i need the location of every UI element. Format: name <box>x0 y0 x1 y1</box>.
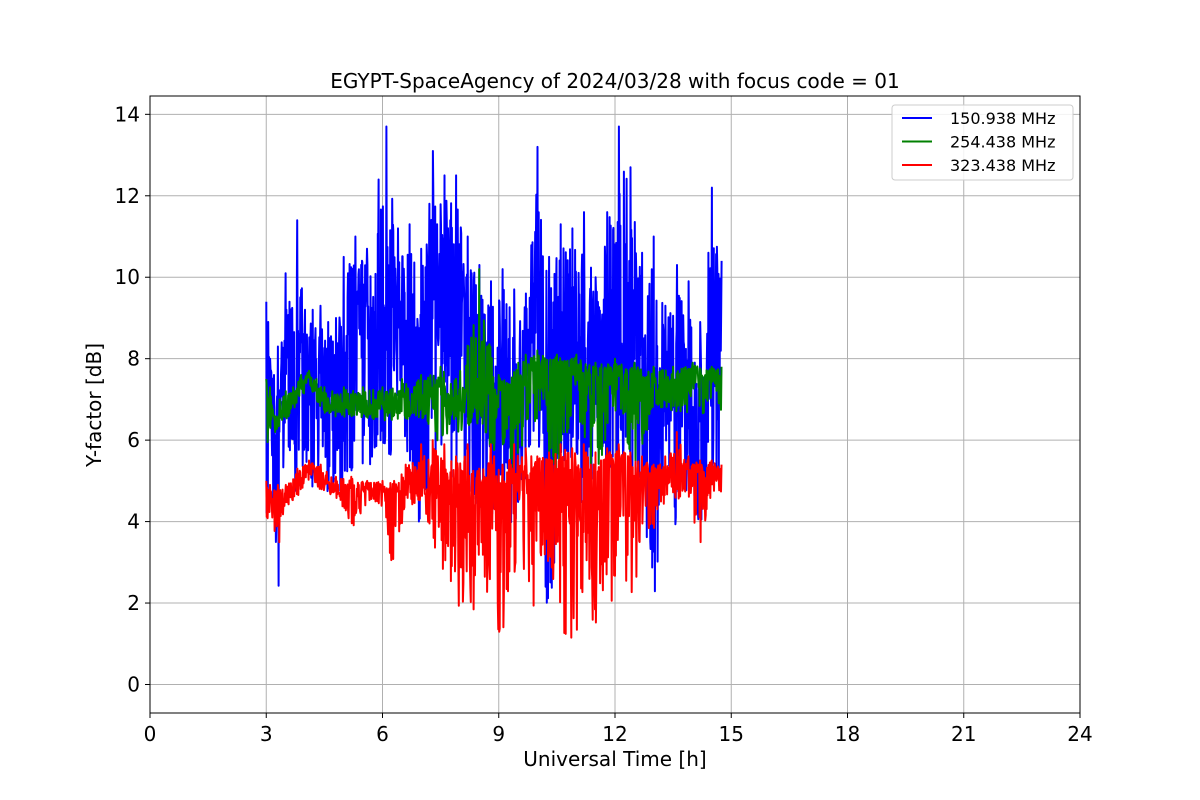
x-tick-label: 15 <box>719 722 744 746</box>
legend-box <box>891 104 1074 181</box>
legend-label: 323.438 MHz <box>950 156 1055 175</box>
y-axis-label: Y-factor [dB] <box>82 343 106 468</box>
y-tick-label: 8 <box>127 347 140 371</box>
series-line-2 <box>265 268 723 478</box>
x-tick-label: 3 <box>260 722 273 746</box>
y-tick-label: 10 <box>115 265 140 289</box>
x-tick-label: 21 <box>951 722 976 746</box>
y-tick-label: 12 <box>115 184 140 208</box>
legend-label: 254.438 MHz <box>950 133 1055 152</box>
y-tick-label: 6 <box>127 428 140 452</box>
series-line-3 <box>265 431 723 639</box>
legend: 150.938 MHz 254.438 MHz 323.438 MHz <box>891 104 1074 181</box>
x-tick-label: 6 <box>376 722 389 746</box>
series-layer <box>265 125 723 639</box>
y-tick-label: 4 <box>127 510 140 534</box>
x-tick-label: 12 <box>602 722 627 746</box>
x-tick-label: 0 <box>144 722 157 746</box>
x-axis-label: Universal Time [h] <box>523 747 706 771</box>
x-tick-label: 18 <box>835 722 860 746</box>
legend-label: 150.938 MHz <box>950 109 1055 128</box>
y-tick-label: 2 <box>127 591 140 615</box>
x-axis: 0 3 6 9 12 15 18 21 24 <box>144 713 1093 746</box>
x-tick-label: 24 <box>1067 722 1092 746</box>
y-axis: 0 2 4 6 8 10 12 14 <box>115 102 150 696</box>
chart-title: EGYPT-SpaceAgency of 2024/03/28 with foc… <box>330 69 899 93</box>
y-tick-label: 14 <box>115 102 140 126</box>
x-tick-label: 9 <box>492 722 505 746</box>
y-tick-label: 0 <box>127 672 140 696</box>
